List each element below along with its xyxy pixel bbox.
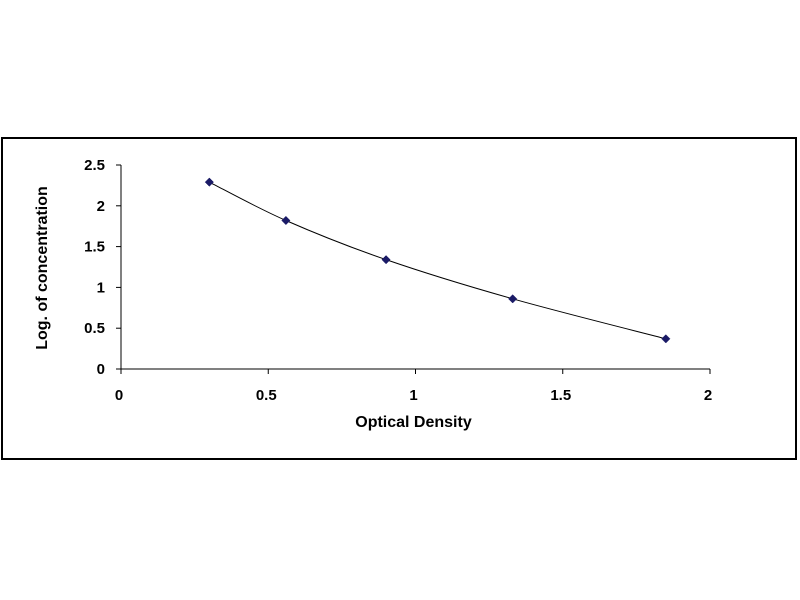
x-tick-label: 0 — [115, 387, 123, 404]
data-point — [281, 215, 291, 226]
y-tick-label: 2 — [97, 198, 105, 215]
x-tick-label: 1 — [409, 387, 417, 404]
data-point — [661, 334, 671, 344]
data-points — [204, 177, 671, 344]
y-axis-title: Log. of concentration — [34, 186, 51, 350]
axes — [120, 165, 710, 370]
y-tick-label: 0.5 — [84, 320, 105, 337]
tick-labels: 0 0.5 1 1.5 2 2.5 0 0.5 1 1.5 2 — [84, 157, 712, 404]
x-tick-label: 1.5 — [550, 387, 571, 404]
data-point — [204, 177, 214, 187]
x-tick-label: 0.5 — [256, 387, 277, 404]
data-point — [381, 255, 391, 265]
chart-frame — [1, 137, 797, 460]
y-tick-label: 0 — [97, 361, 105, 378]
y-tick-label: 1 — [97, 279, 105, 296]
y-tick-label: 2.5 — [84, 157, 105, 174]
y-tick-label: 1.5 — [84, 239, 105, 256]
x-axis-title: Optical Density — [355, 414, 472, 431]
ticks — [116, 164, 711, 374]
x-tick-label: 2 — [704, 387, 712, 404]
fitted-curve — [209, 181, 666, 340]
data-point — [508, 294, 518, 304]
